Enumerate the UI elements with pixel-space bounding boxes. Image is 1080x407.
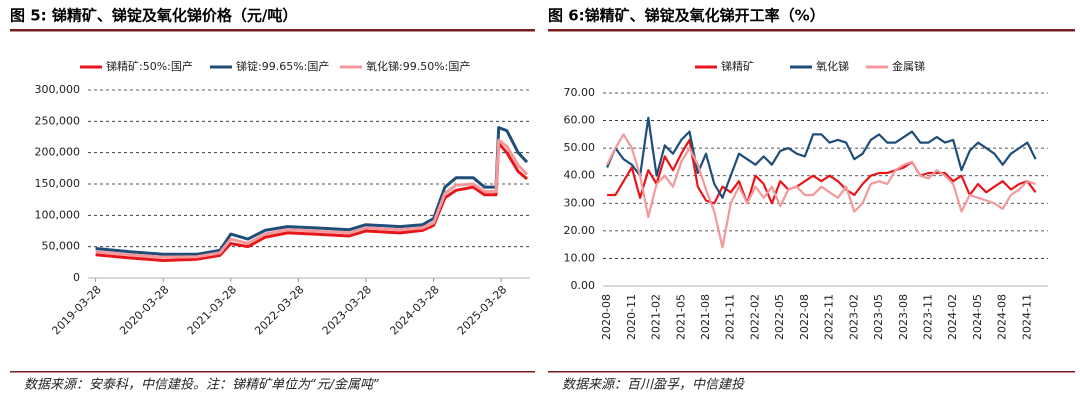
- y-tick-label: 0.00: [571, 279, 596, 292]
- source-rule: [548, 371, 1075, 373]
- title-rule: [548, 29, 1075, 32]
- x-tick-label: 2021-05: [674, 294, 687, 340]
- y-tick-label: 150,000: [35, 177, 81, 190]
- x-tick-label: 2022-03-28: [252, 283, 306, 337]
- series-line: [606, 116, 1037, 199]
- source-rule: [10, 371, 535, 373]
- x-tick-label: 2022-08: [798, 294, 811, 340]
- y-tick-label: 40.00: [564, 169, 596, 182]
- x-tick-label: 2024-11: [1020, 294, 1033, 340]
- y-tick-label: 50.00: [564, 141, 596, 154]
- title-rule: [10, 29, 535, 32]
- x-tick-label: 2021-02: [650, 294, 663, 340]
- x-tick-label: 2024-03-28: [387, 283, 441, 337]
- x-tick-label: 2022-05: [773, 294, 786, 340]
- y-tick-label: 100,000: [35, 208, 81, 221]
- x-tick-label: 2021-08: [699, 294, 712, 340]
- legend-label: 氧化锑: [816, 59, 849, 73]
- legend-label: 金属锑: [892, 59, 925, 73]
- x-tick-label: 2020-03-28: [117, 283, 171, 337]
- series-line: [95, 141, 528, 262]
- series-line: [606, 133, 1036, 249]
- x-tick-label: 2021-03-28: [185, 283, 239, 337]
- series-line: [607, 138, 1037, 205]
- y-tick-label: 20.00: [564, 224, 596, 237]
- x-tick-label: 2024-05: [971, 294, 984, 340]
- y-tick-label: 250,000: [35, 114, 81, 127]
- x-tick-label: 2023-08: [897, 294, 910, 340]
- y-tick-label: 10.00: [564, 251, 596, 264]
- x-tick-label: 2023-02: [847, 294, 860, 340]
- y-tick-label: 30.00: [564, 196, 596, 209]
- series-line: [95, 138, 529, 259]
- y-tick-label: 60.00: [564, 114, 596, 127]
- y-tick-label: 300,000: [35, 83, 81, 96]
- x-tick-label: 2023-03-28: [320, 283, 374, 337]
- x-tick-label: 2024-08: [996, 294, 1009, 340]
- legend-label: 氧化锑:99.50%:国产: [366, 59, 470, 73]
- source: 数据来源：百川盈孚，中信建投: [562, 378, 745, 393]
- x-tick-label: 2024-02: [946, 294, 959, 340]
- legend-label: 锑锭:99.65%:国产: [236, 59, 329, 73]
- chart-title: 图 5: 锑精矿、锑锭及氧化锑价格（元/吨）: [10, 7, 297, 25]
- x-tick-label: 2022-02: [748, 294, 761, 340]
- y-tick-label: 50,000: [42, 240, 81, 253]
- x-tick-label: 2022-11: [823, 294, 836, 340]
- y-tick-label: 70.00: [564, 86, 596, 99]
- x-tick-label: 2023-11: [922, 294, 935, 340]
- legend-label: 锑精矿:50%:国产: [106, 59, 193, 73]
- x-tick-label: 2025-03-28: [455, 283, 509, 337]
- y-tick-label: 200,000: [35, 146, 81, 159]
- x-tick-label: 2020-11: [625, 294, 638, 340]
- chart-title: 图 6:锑精矿、锑锭及氧化锑开工率（%）: [548, 7, 825, 25]
- source: 数据来源：安泰科，中信建投。注：锑精矿单位为“元/金属吨”: [24, 377, 380, 393]
- x-tick-label: 2023-05: [872, 294, 885, 340]
- x-tick-label: 2019-03-28: [49, 283, 103, 337]
- y-tick-label: 0: [73, 271, 80, 284]
- x-tick-label: 2021-11: [724, 294, 737, 340]
- legend-label: 锑精矿: [721, 60, 754, 73]
- x-tick-label: 2020-08: [600, 294, 613, 340]
